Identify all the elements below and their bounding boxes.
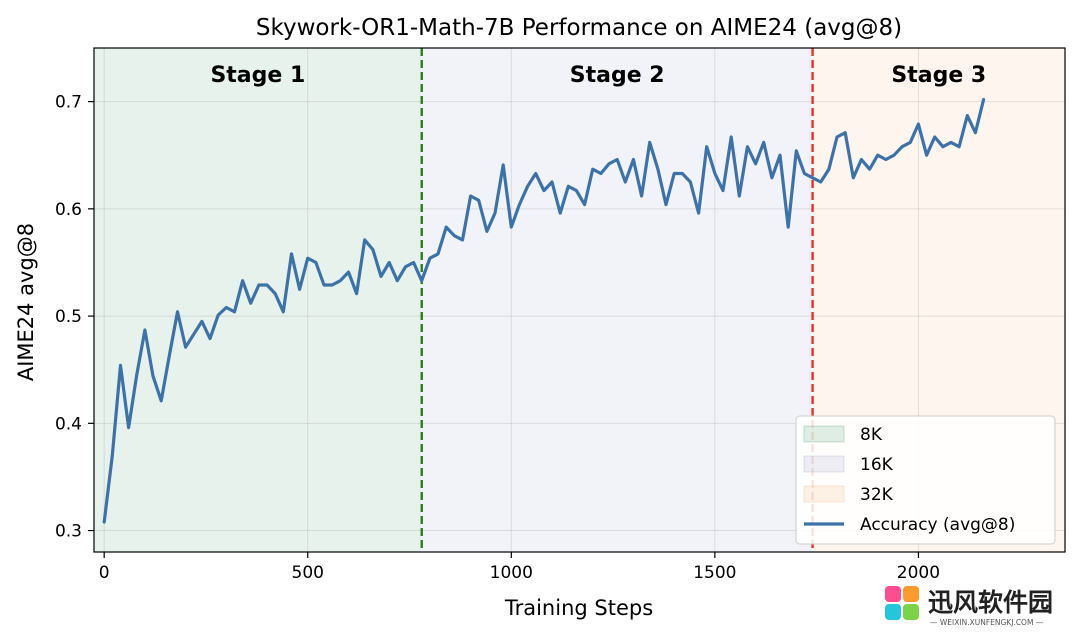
series-line-1 xyxy=(102,97,986,524)
stage-band-1 xyxy=(94,48,422,552)
x-tick-label: 0 xyxy=(99,563,110,583)
watermark: 迅风软件园 — WEIXIN.XUNFENGKJ.COM — xyxy=(885,586,1053,627)
watermark-logo-green xyxy=(903,604,919,620)
y-tick-label: 0.4 xyxy=(55,414,82,434)
series-layer xyxy=(102,97,986,524)
stage-bands xyxy=(94,48,1065,552)
stage-label-2: Stage 2 xyxy=(570,63,665,88)
legend-label-3: 32K xyxy=(860,485,894,505)
legend-label-2: 16K xyxy=(860,455,894,475)
legend-label-1: 8K xyxy=(860,425,883,445)
stage-label-3: Stage 3 xyxy=(891,63,986,88)
stage-label-1: Stage 1 xyxy=(210,63,305,88)
axes-frame xyxy=(93,47,1066,553)
plot-frame xyxy=(93,47,1066,553)
ticks-layer: 0 500 1000 1500 2000 0.3 0.4 0.5 0.6 0.7 xyxy=(55,93,940,583)
x-tick-label: 500 xyxy=(292,563,324,583)
legend: 8K 16K 32K Accuracy (avg@8) xyxy=(795,415,1056,545)
watermark-logo-pink xyxy=(885,586,901,602)
legend-swatch-3 xyxy=(803,485,845,503)
chart-title: Skywork-OR1-Math-7B Performance on AIME2… xyxy=(256,15,902,41)
legend-swatch-1 xyxy=(803,425,845,443)
y-axis-label: AIME24 avg@8 xyxy=(14,223,38,381)
stage-band-2 xyxy=(421,48,813,552)
x-tick-label: 1500 xyxy=(693,563,736,583)
stage-labels: Stage 1 Stage 2 Stage 3 xyxy=(210,63,986,88)
legend-box xyxy=(795,415,1056,545)
watermark-brand: 迅风软件园 xyxy=(928,588,1053,617)
watermark-logo-orange xyxy=(903,586,919,602)
legend-series-label: Accuracy (avg@8) xyxy=(860,515,1015,535)
y-tick-label: 0.7 xyxy=(55,93,82,113)
x-tick-label: 1000 xyxy=(490,563,533,583)
legend-swatch-2 xyxy=(803,455,845,473)
x-axis-label: Training Steps xyxy=(504,596,653,620)
y-tick-label: 0.5 xyxy=(55,307,82,327)
watermark-url: — WEIXIN.XUNFENGKJ.COM — xyxy=(930,618,1044,627)
y-tick-label: 0.6 xyxy=(55,200,82,220)
watermark-logo-cyan xyxy=(885,604,901,620)
y-tick-label: 0.3 xyxy=(55,522,82,542)
x-tick-label: 2000 xyxy=(897,563,940,583)
